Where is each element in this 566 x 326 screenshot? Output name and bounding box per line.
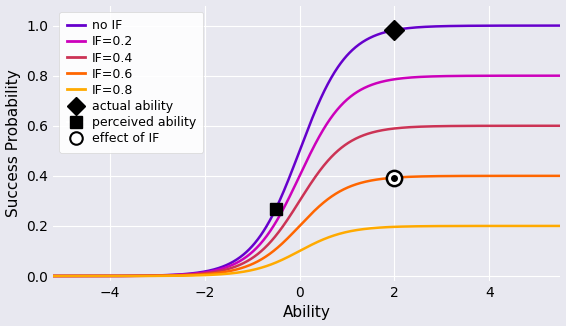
no IF (70, 274, 76, 278)
IF=0.2 (12, 274, 19, 278)
Line: IF=0.8: IF=0.8 (15, 226, 566, 276)
IF=0.2 (456, 74, 462, 78)
IF=0.8 (12, 274, 19, 278)
Legend: no IF, IF=0.2, IF=0.4, IF=0.6, IF=0.8, actual ability, perceived ability, effect: no IF, IF=0.2, IF=0.4, IF=0.6, IF=0.8, a… (59, 12, 203, 153)
IF=0.6 (402, 175, 409, 179)
IF=0.6 (70, 274, 76, 278)
IF=0.4 (456, 124, 462, 128)
IF=0.4 (12, 274, 19, 278)
IF=0.6 (262, 255, 269, 259)
IF=0.6 (456, 174, 462, 178)
IF=0.4 (242, 260, 248, 264)
IF=0.2 (466, 74, 473, 78)
IF=0.2 (242, 256, 248, 259)
IF=0.8 (402, 225, 409, 229)
IF=0.2 (402, 76, 409, 80)
IF=0.2 (70, 274, 76, 278)
IF=0.4 (402, 126, 409, 129)
X-axis label: Ability: Ability (283, 305, 331, 320)
Line: no IF: no IF (15, 26, 566, 276)
IF=0.6 (12, 274, 19, 278)
IF=0.6 (242, 265, 248, 269)
IF=0.4 (70, 274, 76, 278)
no IF (242, 251, 248, 255)
no IF (12, 274, 19, 278)
Line: IF=0.4: IF=0.4 (15, 126, 566, 276)
IF=0.8 (70, 274, 76, 278)
IF=0.4 (466, 124, 473, 128)
no IF (456, 24, 462, 28)
no IF (262, 226, 269, 230)
IF=0.8 (456, 224, 462, 228)
IF=0.4 (262, 245, 269, 249)
no IF (466, 24, 473, 28)
no IF (402, 26, 409, 30)
Line: IF=0.6: IF=0.6 (15, 176, 566, 276)
IF=0.8 (466, 224, 473, 228)
IF=0.2 (262, 235, 269, 239)
IF=0.8 (242, 270, 248, 274)
Line: IF=0.2: IF=0.2 (15, 76, 566, 276)
IF=0.8 (262, 264, 269, 268)
Y-axis label: Success Probability: Success Probability (6, 69, 20, 217)
IF=0.6 (466, 174, 473, 178)
